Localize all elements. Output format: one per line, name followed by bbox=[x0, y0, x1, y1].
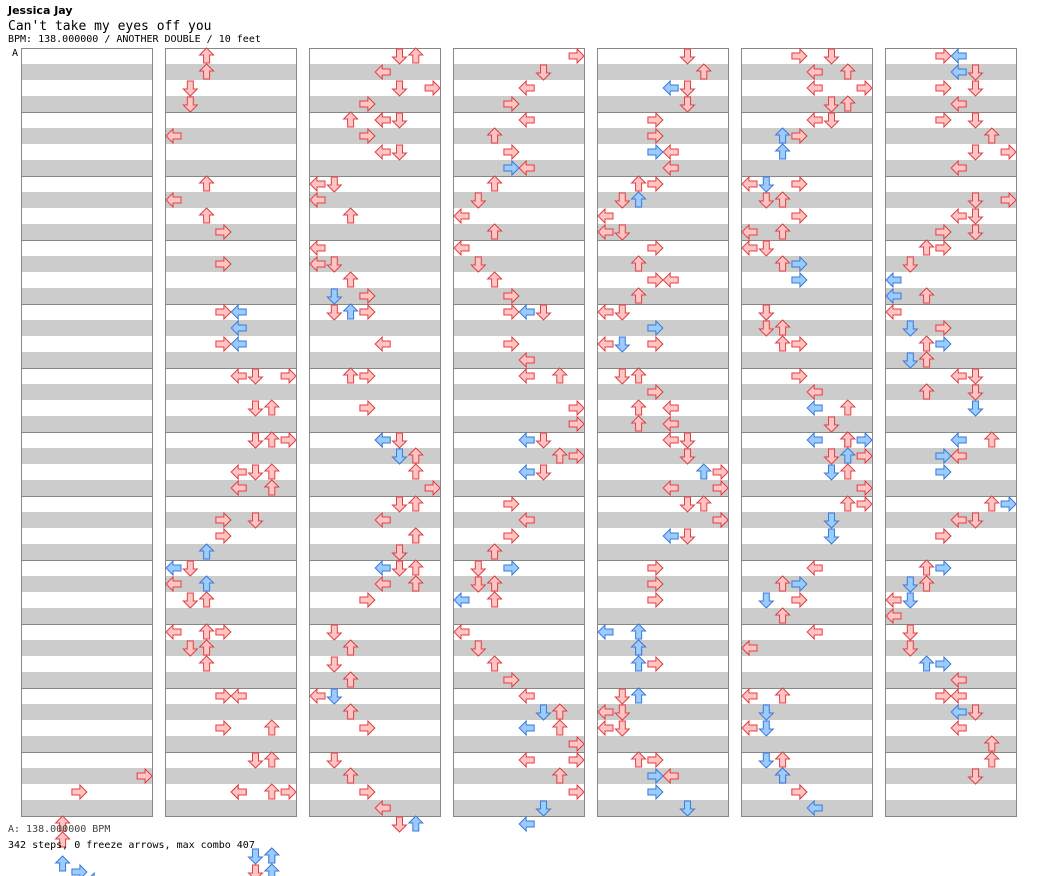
chart-column bbox=[21, 48, 153, 817]
arrow-up-icon bbox=[55, 855, 71, 872]
chart-column bbox=[165, 48, 297, 817]
chart-column bbox=[453, 48, 585, 817]
chart-column bbox=[309, 48, 441, 817]
arrow-down-icon bbox=[248, 848, 263, 865]
bpm-summary: A: 138.000000 BPM bbox=[8, 824, 111, 835]
arrow-up-icon bbox=[264, 863, 280, 876]
step-stats: 342 steps, 0 freeze arrows, max combo 40… bbox=[8, 840, 255, 851]
arrow-left-icon bbox=[518, 816, 535, 832]
arrow-down-icon bbox=[392, 816, 407, 833]
chart-meta: BPM: 138.000000 / ANOTHER DOUBLE / 10 fe… bbox=[8, 34, 261, 45]
chart-column bbox=[741, 48, 873, 817]
arrow-down-icon bbox=[248, 864, 263, 876]
song-title: Can't take my eyes off you bbox=[8, 19, 212, 34]
song-artist: Jessica Jay bbox=[8, 4, 73, 17]
arrow-up-icon bbox=[408, 815, 424, 832]
bpm-marker: A bbox=[12, 48, 19, 59]
arrow-up-icon bbox=[264, 847, 280, 864]
chart-column bbox=[885, 48, 1017, 817]
chart-column bbox=[597, 48, 729, 817]
arrow-right-icon bbox=[71, 864, 88, 876]
